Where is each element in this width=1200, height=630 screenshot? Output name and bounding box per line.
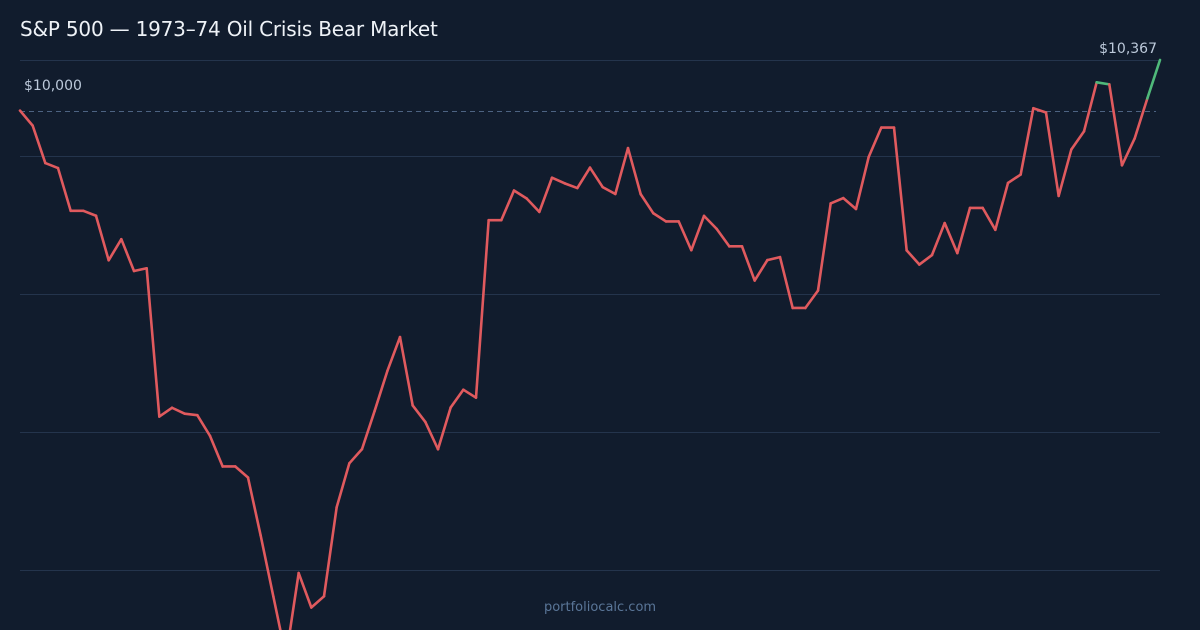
series-segment: [373, 369, 389, 413]
series-segment: [930, 221, 946, 257]
series-segment: [462, 388, 478, 400]
series-segment: [297, 571, 313, 609]
series-segment: [918, 253, 934, 266]
series-segment: [94, 214, 110, 262]
series-segment: [183, 412, 199, 417]
series-segment: [1146, 58, 1162, 100]
series-segment: [360, 409, 376, 451]
series-segment: [588, 166, 604, 189]
series-segment: [1057, 148, 1073, 198]
series-segment: [804, 289, 820, 310]
series-segment: [272, 595, 282, 630]
series-segment: [170, 406, 186, 415]
series-segment: [639, 192, 655, 215]
series-segment: [512, 189, 528, 200]
series-segment: [234, 465, 250, 479]
series-segment: [158, 406, 174, 418]
series-segment: [424, 420, 440, 451]
series-segment: [500, 189, 516, 222]
series-segment: [740, 245, 756, 282]
series-segment: [348, 447, 364, 465]
series-segment: [31, 124, 47, 165]
footer-brand: portfoliocalc.com: [543, 600, 657, 615]
series-segment: [842, 196, 858, 211]
series-segment: [829, 196, 845, 205]
series-segment: [145, 266, 161, 418]
series-segment: [1006, 173, 1022, 185]
series-segment: [1019, 106, 1035, 176]
end-value-label: $10,367: [1099, 41, 1157, 57]
series-segment: [246, 476, 262, 537]
series-segment: [892, 126, 908, 252]
series-segment: [288, 571, 300, 630]
series-segment: [854, 155, 870, 211]
series-segment: [1070, 130, 1086, 151]
series-segment: [322, 505, 338, 598]
series-segment: [1095, 81, 1111, 86]
series-segment: [652, 211, 668, 223]
series-segment: [994, 181, 1010, 232]
series-segment: [702, 214, 718, 231]
series-segment: [398, 335, 414, 407]
series-segment: [601, 185, 617, 196]
series-segment: [905, 249, 921, 266]
series-segment: [690, 214, 706, 252]
series-segment: [411, 404, 427, 424]
series-segment: [474, 218, 490, 400]
series-segment: [449, 388, 465, 409]
series-segment: [753, 258, 769, 282]
series-segment: [816, 202, 832, 292]
series-segment: [538, 176, 554, 214]
series-segment: [956, 206, 972, 255]
series-segment: [386, 335, 402, 373]
series-segment: [132, 266, 148, 273]
series-segment: [1108, 83, 1124, 167]
series-segment: [1032, 106, 1048, 114]
series-segment: [626, 146, 642, 196]
series-segment: [525, 197, 541, 214]
series-segment: [981, 206, 997, 232]
baseline-label: $10,000: [24, 78, 82, 94]
series-segment: [766, 255, 782, 262]
series-segment: [44, 161, 60, 170]
series-segment: [1082, 81, 1098, 133]
series-segment: [943, 221, 959, 255]
series-segment: [867, 126, 883, 159]
series-segment: [196, 413, 212, 438]
series-segment: [120, 237, 136, 273]
series-segment: [778, 255, 794, 310]
series-segment: [563, 182, 579, 190]
series-segment: [208, 434, 224, 468]
series-segment: [550, 176, 566, 185]
chart-title: S&P 500 — 1973–74 Oil Crisis Bear Market: [20, 17, 438, 41]
series-segment: [107, 237, 123, 262]
series-segment: [56, 166, 72, 213]
series-segment: [715, 227, 731, 248]
series-segment: [1133, 97, 1149, 140]
series-segment: [335, 462, 351, 509]
series-segment: [1044, 111, 1060, 198]
series-segment: [614, 146, 630, 196]
series-segment: [677, 220, 693, 252]
series-segment: [18, 109, 34, 127]
series-segment: [576, 166, 592, 190]
series-segment: [1120, 137, 1136, 167]
series-segment: [310, 595, 326, 609]
series-segment: [82, 209, 98, 218]
series-segment: [259, 534, 275, 598]
series-segment: [436, 406, 452, 451]
